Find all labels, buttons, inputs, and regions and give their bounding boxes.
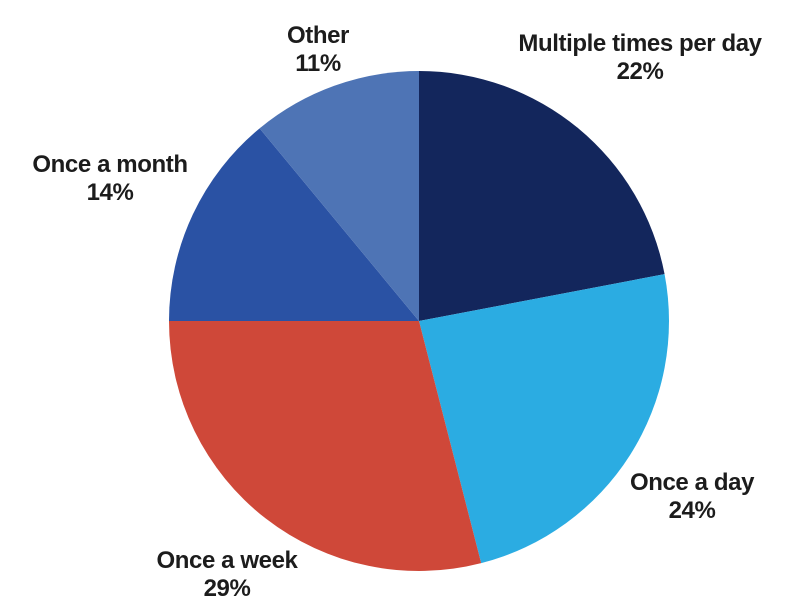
slice-label-other: Other 11% bbox=[287, 22, 349, 78]
slice-label-text: Once a month bbox=[32, 151, 188, 178]
slice-label-once-a-day: Once a day 24% bbox=[630, 469, 754, 525]
slice-label-once-a-month: Once a month 14% bbox=[32, 151, 188, 207]
slice-label-once-a-week: Once a week 29% bbox=[156, 547, 297, 603]
slice-percent-text: 11% bbox=[295, 50, 341, 77]
slice-label-multiple-times-per-day: Multiple times per day 22% bbox=[518, 30, 762, 86]
pie-slice-once-a-week bbox=[169, 321, 482, 572]
slice-label-text: Multiple times per day bbox=[518, 30, 762, 57]
slice-percent-text: 29% bbox=[203, 575, 251, 602]
pie-slice-once-a-month bbox=[169, 128, 419, 321]
slice-percent-text: 14% bbox=[86, 179, 134, 206]
slice-label-text: Once a week bbox=[156, 547, 298, 574]
pie-slice-once-a-day bbox=[419, 274, 669, 564]
slice-percent-text: 22% bbox=[616, 58, 664, 85]
pie-slice-multiple-times-per-day bbox=[419, 71, 665, 321]
slice-label-text: Other bbox=[286, 22, 350, 49]
slice-label-text: Once a day bbox=[629, 469, 755, 496]
slice-percent-text: 24% bbox=[668, 497, 716, 524]
pie-slice-other bbox=[259, 71, 419, 321]
